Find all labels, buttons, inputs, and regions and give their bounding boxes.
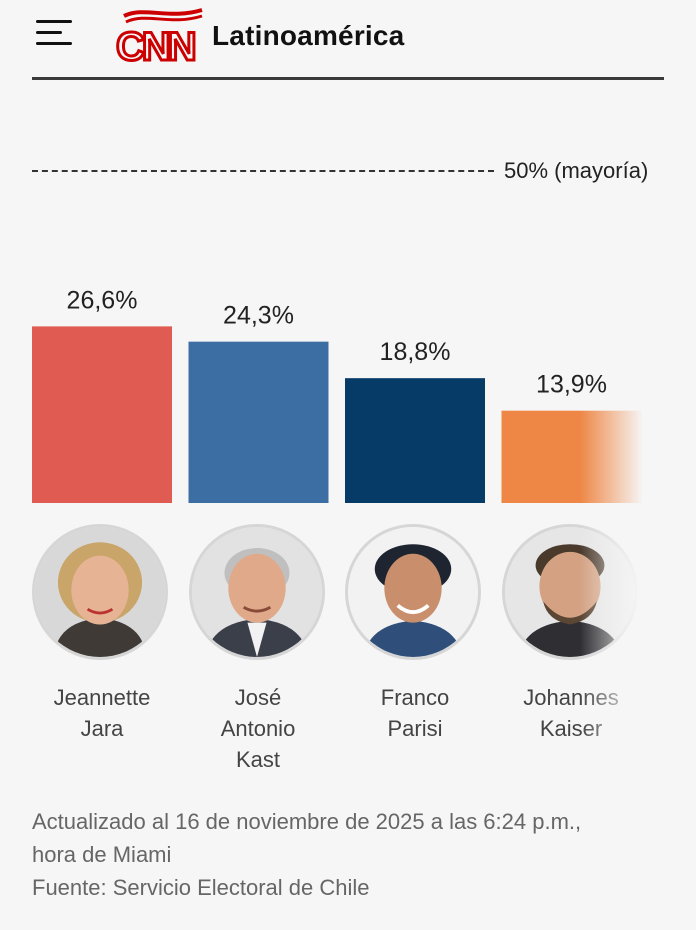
bar-value-label-4: 13,9%	[536, 371, 607, 399]
candidate-name-kaiser: Johannes Kaiser	[523, 685, 619, 741]
candidate-photo-parisi[interactable]	[345, 524, 481, 660]
candidate-name-jara: Jeannette Jara	[53, 685, 151, 741]
bar-2[interactable]	[188, 341, 329, 503]
bar-value-label-1: 26,6%	[67, 286, 138, 314]
logo-text: CNN	[116, 25, 195, 64]
chart-footer: Actualizado al 16 de noviembre de 2025 a…	[32, 805, 672, 904]
header-divider	[32, 77, 664, 80]
site-header: CNN Latinoamérica	[0, 0, 696, 80]
bar-value-label-3: 18,8%	[380, 338, 451, 366]
bar-1[interactable]	[32, 326, 172, 503]
candidate-name-kast: José Antonio Kast	[220, 685, 296, 772]
cnn-logo[interactable]: CNN	[114, 6, 206, 64]
bar-3[interactable]	[345, 378, 485, 503]
candidate-photo-kast[interactable]	[189, 524, 325, 660]
majority-reference-line	[32, 170, 494, 172]
data-source: Fuente: Servicio Electoral de Chile	[32, 875, 370, 900]
bar-value-label-2: 24,3%	[223, 302, 294, 330]
updated-timestamp-line2: hora de Miami	[32, 842, 172, 867]
bar-4[interactable]	[501, 410, 642, 503]
updated-timestamp-line1: Actualizado al 16 de noviembre de 2025 a…	[32, 809, 582, 834]
hamburger-menu-icon[interactable]	[36, 18, 74, 48]
majority-reference-label: 50% (mayoría)	[504, 158, 649, 183]
edition-title[interactable]: Latinoamérica	[212, 20, 405, 51]
candidate-photo-jara[interactable]	[32, 524, 168, 660]
candidate-photo-kaiser[interactable]	[502, 524, 638, 660]
candidate-name-parisi: Franco Parisi	[380, 685, 450, 741]
